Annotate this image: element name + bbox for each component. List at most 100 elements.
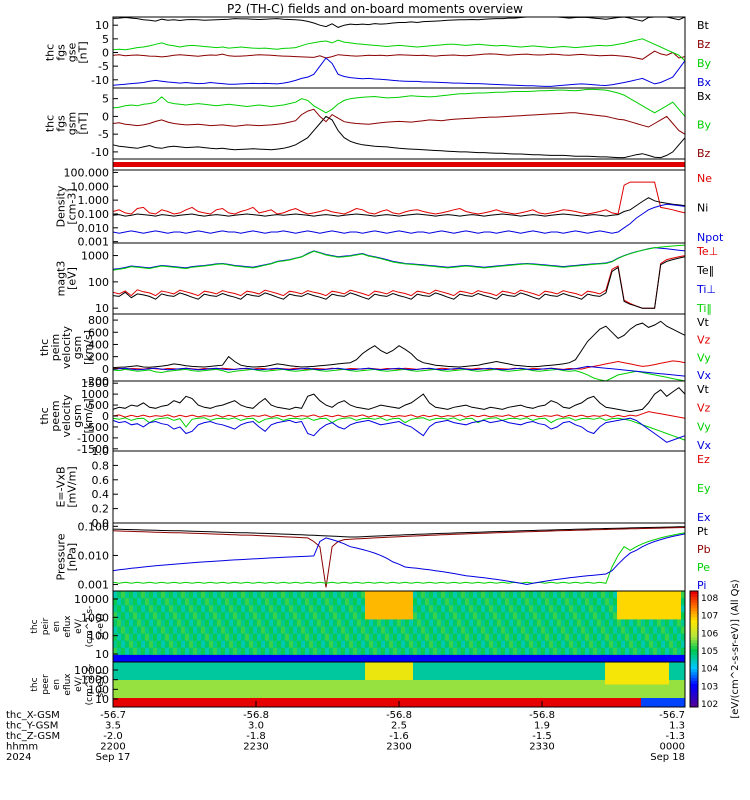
- heat-cell: [133, 671, 138, 676]
- legend-label: Vx: [697, 369, 712, 382]
- heat-cell: [145, 647, 150, 656]
- heat-cell: [169, 591, 174, 599]
- heat-cell: [633, 612, 638, 620]
- heat-cell: [497, 591, 502, 599]
- heat-cell: [233, 647, 238, 656]
- heat-cell: [449, 654, 454, 663]
- heat-cell: [613, 680, 618, 685]
- y-tick-label: 10.000: [71, 180, 110, 193]
- heat-cell: [585, 591, 590, 599]
- heat-cell: [285, 654, 290, 663]
- heat-cell: [225, 680, 230, 685]
- heat-cell: [681, 654, 686, 663]
- heat-cell: [677, 662, 682, 667]
- heat-cell: [505, 654, 510, 663]
- heat-cell: [189, 698, 194, 703]
- x-row-value: 2200: [100, 742, 125, 753]
- heat-cell: [225, 684, 230, 690]
- heat-cell: [161, 680, 166, 685]
- heat-cell: [589, 684, 594, 690]
- heat-cell: [541, 684, 546, 690]
- heat-cell: [461, 626, 466, 635]
- heat-cell: [501, 684, 506, 690]
- heat-cell: [173, 680, 178, 685]
- heat-cell: [489, 598, 494, 606]
- heat-cell: [197, 693, 202, 699]
- heat-cell: [125, 671, 130, 676]
- heat-cell: [557, 675, 562, 681]
- heat-cell: [117, 693, 122, 699]
- heat-cell: [153, 647, 158, 656]
- heat-cell: [465, 619, 470, 627]
- ylabel-line: sr-eV): [96, 671, 106, 697]
- heat-cell: [517, 605, 522, 613]
- heat-cell: [673, 680, 678, 685]
- heat-cell: [313, 647, 318, 656]
- heat-cell: [217, 671, 222, 676]
- heat-cell: [113, 591, 118, 599]
- heat-cell: [553, 702, 558, 708]
- heat-cell: [465, 680, 470, 685]
- heat-cell: [249, 662, 254, 667]
- heat-cell: [673, 591, 678, 599]
- heat-cell: [221, 666, 226, 672]
- heat-cell: [225, 626, 230, 635]
- heat-cell: [649, 662, 654, 667]
- heat-cell: [605, 654, 610, 663]
- heat-cell: [181, 654, 186, 663]
- heat-cell: [397, 619, 402, 627]
- heat-cell: [137, 662, 142, 667]
- heat-cell: [521, 675, 526, 681]
- heat-cell: [357, 598, 362, 606]
- heat-cell: [193, 647, 198, 656]
- heat-cell: [117, 640, 122, 649]
- heat-cell: [173, 675, 178, 681]
- heat-cell: [585, 662, 590, 667]
- heat-cell: [549, 684, 554, 690]
- heat-cell: [157, 654, 162, 663]
- heat-cell: [329, 675, 334, 681]
- heat-cell: [265, 666, 270, 672]
- heat-cell: [469, 647, 474, 656]
- heat-cell: [377, 633, 382, 642]
- heat-cell: [193, 591, 198, 599]
- heat-cell: [121, 684, 126, 690]
- heat-cell: [261, 591, 266, 599]
- heat-cell: [385, 698, 390, 703]
- heat-cell: [129, 662, 134, 667]
- heat-cell: [517, 662, 522, 667]
- heat-cell: [649, 675, 654, 681]
- heat-cell: [473, 693, 478, 699]
- heat-cell: [353, 654, 358, 663]
- heat-cell: [437, 671, 442, 676]
- heat-cell: [533, 666, 538, 672]
- heat-cell: [325, 693, 330, 699]
- legend-label: Ne: [697, 172, 712, 185]
- heat-cell: [265, 654, 270, 663]
- heat-cell: [677, 647, 682, 656]
- heat-cell: [577, 654, 582, 663]
- heat-cell: [241, 647, 246, 656]
- heat-cell: [501, 612, 506, 620]
- heat-cell: [653, 671, 658, 676]
- heat-cell: [585, 689, 590, 694]
- heat-cell: [489, 612, 494, 620]
- heat-cell: [317, 698, 322, 703]
- heat-cell: [341, 684, 346, 690]
- heat-cell: [285, 633, 290, 642]
- heat-cell: [213, 684, 218, 690]
- heat-cell: [201, 702, 206, 708]
- heat-cell: [665, 671, 670, 676]
- heat-cell: [121, 647, 126, 656]
- heat-cell: [353, 640, 358, 649]
- heat-cell: [673, 693, 678, 699]
- heat-cell: [577, 633, 582, 642]
- heat-cell: [489, 654, 494, 663]
- heat-cell: [465, 640, 470, 649]
- heat-cell: [505, 619, 510, 627]
- heat-cell: [669, 591, 674, 599]
- heat-cell: [641, 662, 646, 667]
- heat-cell: [421, 662, 426, 667]
- heat-cell: [605, 619, 610, 627]
- heat-cell: [149, 612, 154, 620]
